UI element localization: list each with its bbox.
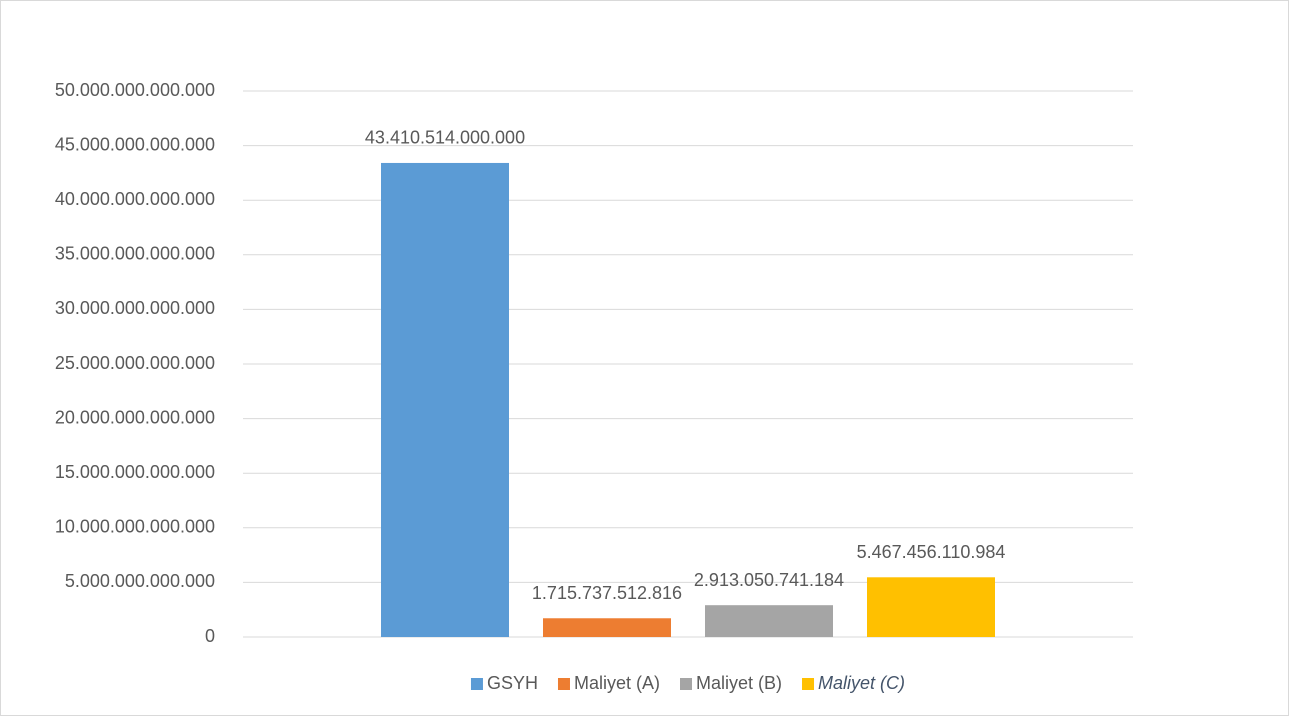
y-tick-label: 30.000.000.000.000 bbox=[55, 298, 215, 318]
bar bbox=[381, 162, 509, 637]
legend-swatch bbox=[680, 678, 692, 690]
y-tick-label: 35.000.000.000.000 bbox=[55, 244, 215, 264]
bar bbox=[867, 577, 995, 637]
bar bbox=[705, 605, 833, 637]
y-tick-label: 0 bbox=[205, 626, 215, 646]
legend-label: GSYH bbox=[487, 673, 538, 693]
y-tick-label: 15.000.000.000.000 bbox=[55, 462, 215, 482]
bar bbox=[543, 618, 671, 637]
y-tick-label: 25.000.000.000.000 bbox=[55, 353, 215, 373]
y-tick-label: 50.000.000.000.000 bbox=[55, 80, 215, 100]
legend-swatch bbox=[557, 678, 570, 690]
data-label: 2.913.050.741.184 bbox=[694, 570, 844, 590]
legend-swatch bbox=[802, 678, 815, 690]
data-label: 5.467.456.110.984 bbox=[857, 542, 1006, 562]
legend-label: Maliyet (A) bbox=[574, 673, 660, 693]
y-tick-label: 20.000.000.000.000 bbox=[55, 407, 215, 427]
legend-swatch bbox=[470, 678, 483, 690]
y-tick-label: 5.000.000.000.000 bbox=[65, 571, 215, 591]
legend-label: Maliyet (B) bbox=[696, 673, 782, 693]
y-tick-label: 10.000.000.000.000 bbox=[55, 517, 215, 537]
data-label: 1.715.737.512.816 bbox=[532, 583, 682, 603]
y-tick-label: 40.000.000.000.000 bbox=[55, 189, 215, 209]
y-tick-label: 45.000.000.000.000 bbox=[55, 134, 215, 154]
legend-label: Maliyet (C) bbox=[818, 673, 905, 693]
data-label: 43.410.514.000.000 bbox=[365, 128, 525, 148]
